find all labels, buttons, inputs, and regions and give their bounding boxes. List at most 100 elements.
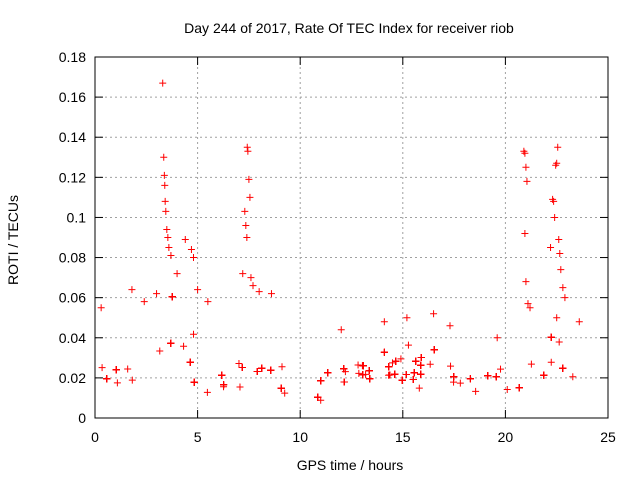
- data-point: [278, 363, 286, 371]
- y-axis-label: ROTI / TECUs: [5, 195, 21, 285]
- data-point: [388, 359, 396, 367]
- data-point: [493, 334, 501, 342]
- x-tick-label: 25: [600, 429, 616, 445]
- data-point: [238, 363, 246, 371]
- data-point: [354, 361, 362, 369]
- data-point: [398, 376, 406, 384]
- data-point: [556, 250, 564, 258]
- data-point: [340, 378, 348, 386]
- data-point: [430, 310, 438, 318]
- data-point: [277, 384, 285, 392]
- data-point: [204, 298, 212, 306]
- data-point: [159, 79, 167, 87]
- data-point: [242, 221, 250, 229]
- data-point: [402, 371, 410, 379]
- x-tick-label: 5: [194, 429, 202, 445]
- data-point: [160, 153, 168, 161]
- data-point: [555, 236, 563, 244]
- data-point: [203, 388, 211, 396]
- chart-title: Day 244 of 2017, Rate Of TEC Index for r…: [184, 20, 514, 36]
- data-point: [218, 371, 226, 379]
- x-tick-label: 0: [91, 429, 99, 445]
- data-point: [113, 379, 121, 387]
- plot-frame: [94, 56, 609, 419]
- data-point: [547, 333, 555, 341]
- data-point: [243, 143, 251, 151]
- data-point: [456, 379, 464, 387]
- data-point: [156, 347, 164, 355]
- data-point: [547, 244, 555, 252]
- data-point: [167, 252, 175, 260]
- data-point: [186, 358, 194, 366]
- data-point: [365, 367, 373, 375]
- data-point: [140, 298, 148, 306]
- data-point: [523, 177, 531, 185]
- data-point: [317, 396, 325, 404]
- data-point: [164, 234, 172, 241]
- data-point: [128, 376, 136, 384]
- data-point: [314, 393, 322, 401]
- data-point: [522, 278, 530, 286]
- y-axis-ticks: 0 0.02 0.04 0.06 0.08 0.1 0.12 0.14 0.16 0.18: [59, 49, 608, 426]
- data-point: [397, 355, 405, 363]
- data-point: [187, 246, 195, 254]
- data-point: [244, 147, 252, 155]
- data-point: [555, 338, 563, 346]
- data-point: [161, 197, 169, 205]
- data-point: [447, 362, 455, 370]
- data-point: [391, 370, 399, 378]
- data-point: [515, 384, 523, 392]
- data-point: [359, 371, 367, 379]
- data-point: [267, 290, 275, 298]
- data-point: [249, 282, 257, 290]
- data-point: [569, 373, 577, 381]
- data-point: [366, 375, 374, 383]
- data-point: [540, 371, 548, 379]
- data-point: [245, 175, 253, 183]
- data-point: [551, 213, 559, 221]
- data-point: [246, 193, 254, 201]
- data-point: [446, 322, 454, 330]
- x-axis-ticks: 0 5 10 15 20 25: [91, 57, 616, 445]
- data-point: [380, 348, 388, 356]
- data-point: [355, 369, 363, 377]
- data-point: [162, 207, 170, 215]
- data-point: [341, 368, 349, 376]
- data-point: [409, 376, 417, 384]
- data-point: [163, 225, 171, 233]
- data-point: [239, 270, 247, 278]
- data-point: [324, 369, 332, 377]
- data-point: [559, 284, 567, 292]
- data-point: [97, 304, 105, 312]
- data-point: [522, 163, 530, 171]
- data-point: [430, 346, 438, 354]
- data-point: [415, 384, 423, 392]
- data-point: [98, 364, 106, 372]
- data-point: [450, 373, 458, 381]
- data-point: [559, 364, 567, 372]
- data-point: [472, 387, 480, 395]
- data-point: [190, 330, 198, 338]
- data-point: [492, 373, 500, 381]
- x-tick-label: 10: [292, 429, 308, 445]
- data-point: [112, 366, 120, 374]
- data-point: [410, 369, 418, 377]
- data-point: [521, 149, 529, 157]
- data-point: [180, 342, 188, 350]
- data-point: [484, 372, 492, 380]
- data-point: [575, 318, 583, 326]
- data-point: [550, 197, 558, 205]
- data-point: [526, 304, 534, 312]
- data-point: [426, 360, 434, 368]
- data-point: [392, 357, 400, 365]
- data-point: [167, 339, 175, 347]
- data-point: [503, 385, 511, 393]
- data-point: [173, 270, 181, 278]
- data-point: [190, 378, 198, 386]
- data-point: [317, 377, 325, 385]
- data-point: [220, 381, 228, 389]
- y-tick-label: 0.02: [59, 370, 86, 386]
- data-point: [235, 359, 243, 367]
